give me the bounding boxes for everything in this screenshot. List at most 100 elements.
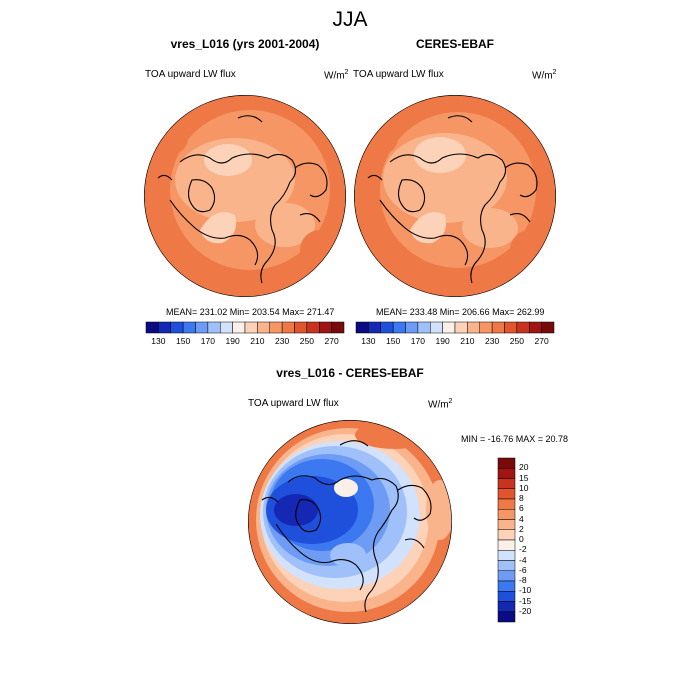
colorbar-model-tick-label: 130 xyxy=(151,336,166,346)
panel-title-diff: vres_L016 - CERES-EBAF xyxy=(276,366,424,380)
colorbar-model-swatch xyxy=(170,321,184,334)
colorbar-obs-tick-label: 170 xyxy=(410,336,425,346)
colorbar-diff-swatch xyxy=(497,560,516,571)
colorbar-model-swatch xyxy=(232,321,246,334)
colorbar-diff-swatch xyxy=(497,519,516,530)
colorbar-model-tick-label: 270 xyxy=(324,336,339,346)
colorbar-model-tick-label: 250 xyxy=(299,336,314,346)
colorbar-diff-swatch xyxy=(497,468,516,479)
colorbar-model-swatch xyxy=(281,321,295,334)
stats-model: MEAN= 231.02 Min= 203.54 Max= 271.47 xyxy=(166,307,335,317)
colorbar-diff-swatch xyxy=(497,570,516,582)
colorbar-obs-swatch xyxy=(454,321,468,334)
colorbar-obs-swatch xyxy=(529,321,542,334)
colorbar-model-swatch xyxy=(158,321,171,334)
panel-title-obs: CERES-EBAF xyxy=(415,37,494,51)
colorbar-obs-swatch xyxy=(430,321,443,334)
colorbar-obs-swatch xyxy=(491,321,505,334)
polar-map-model xyxy=(144,95,346,297)
colorbar-diff xyxy=(497,457,516,623)
colorbar-obs xyxy=(355,321,555,334)
colorbar-obs-tick-label: 230 xyxy=(485,336,500,346)
units-label-diff: W/m2 xyxy=(428,398,453,411)
stats-diff: MIN = -16.76 MAX = 20.78 xyxy=(461,434,569,444)
colorbar-obs-swatch xyxy=(417,321,431,334)
colorbar-model-swatch xyxy=(257,321,270,334)
colorbar-diff-tick-label: 2 xyxy=(519,523,524,534)
colorbar-diff-tick-label: -6 xyxy=(519,564,527,575)
colorbar-model-swatch xyxy=(319,321,332,334)
colorbar-diff-tick-label: 20 xyxy=(519,462,529,473)
colorbar-obs-swatch xyxy=(380,321,394,334)
colorbar-obs-swatch xyxy=(467,321,480,334)
colorbar-obs-swatch xyxy=(368,321,381,334)
colorbar-model-swatch xyxy=(306,321,320,334)
figure-title: JJA xyxy=(332,8,368,31)
colorbar-diff-tick-label: -4 xyxy=(519,554,527,565)
colorbar-diff-tick-label: 0 xyxy=(519,534,524,544)
colorbar-diff-tick-label: 8 xyxy=(519,493,524,503)
polar-map-diff xyxy=(248,420,452,624)
colorbar-diff-swatch xyxy=(497,478,516,489)
colorbar-diff-swatch xyxy=(497,591,516,602)
colorbar-model-tick-label: 210 xyxy=(250,336,265,346)
colorbar-diff-tick-label: 4 xyxy=(519,513,524,524)
colorbar-diff-tick-label: -15 xyxy=(519,595,532,606)
coastlines-model xyxy=(157,115,328,284)
colorbar-model-tick-label: 190 xyxy=(225,336,240,346)
stats-obs: MEAN= 233.48 Min= 206.66 Max= 262.99 xyxy=(376,307,545,317)
colorbar-diff-swatch xyxy=(497,611,516,623)
colorbar-obs-tick-label: 210 xyxy=(460,336,475,346)
colorbar-diff-swatch xyxy=(497,580,516,592)
colorbar-model-swatch xyxy=(331,321,345,334)
variable-label-model: TOA upward LW flux xyxy=(145,69,236,80)
colorbar-diff-tick-label: 15 xyxy=(519,472,529,483)
colorbar-diff-swatch xyxy=(497,498,516,510)
colorbar-obs-swatch xyxy=(392,321,406,334)
colorbar-diff-swatch xyxy=(497,488,516,500)
colorbar-model-swatch xyxy=(269,321,283,334)
colorbar-obs-swatch xyxy=(541,321,555,334)
colorbar-diff-swatch xyxy=(497,601,516,612)
colorbar-model xyxy=(145,321,345,334)
colorbar-diff-swatch xyxy=(497,529,516,541)
colorbar-model-swatch xyxy=(207,321,221,334)
colorbar-obs-tick-label: 150 xyxy=(386,336,401,346)
colorbar-diff-swatch xyxy=(497,550,516,561)
panel-title-model: vres_L016 (yrs 2001-2004) xyxy=(170,37,320,51)
colorbar-model-swatch xyxy=(220,321,233,334)
colorbar-obs-swatch xyxy=(516,321,530,334)
colorbar-model-swatch xyxy=(195,321,209,334)
colorbar-diff-tick-label: -8 xyxy=(519,575,527,585)
colorbar-obs-swatch xyxy=(504,321,518,334)
colorbar-obs-tick-label: 250 xyxy=(509,336,524,346)
polar-map-obs xyxy=(354,95,556,297)
variable-label-obs: TOA upward LW flux xyxy=(353,69,444,80)
colorbar-obs-swatch xyxy=(479,321,493,334)
colorbar-obs-swatch xyxy=(405,321,419,334)
colorbar-obs-tick-label: 190 xyxy=(435,336,450,346)
colorbar-diff-tick-label: 10 xyxy=(519,482,529,493)
colorbar-diff-tick-label: -10 xyxy=(519,585,532,596)
colorbar-model-swatch xyxy=(145,321,159,334)
coastlines-obs xyxy=(367,115,538,284)
colorbar-obs-tick-label: 130 xyxy=(361,336,376,346)
colorbar-diff-tick-label: 6 xyxy=(519,503,524,514)
colorbar-obs-swatch xyxy=(355,321,369,334)
colorbar-model-swatch xyxy=(294,321,308,334)
colorbar-diff-tick-label: -20 xyxy=(519,605,532,616)
units-label-model: W/m2 xyxy=(324,69,349,82)
colorbar-model-tick-label: 230 xyxy=(275,336,290,346)
colorbar-model-swatch xyxy=(244,321,258,334)
colorbar-model-tick-label: 170 xyxy=(200,336,215,346)
colorbar-model-swatch xyxy=(182,321,196,334)
colorbar-diff-tick-label: -2 xyxy=(519,544,527,555)
colorbar-obs-swatch xyxy=(442,321,456,334)
units-label-obs: W/m2 xyxy=(532,69,557,82)
colorbar-diff-swatch xyxy=(497,457,516,469)
coastlines-diff xyxy=(261,440,432,613)
colorbar-diff-swatch xyxy=(497,509,516,520)
variable-label-diff: TOA upward LW flux xyxy=(248,398,339,409)
colorbar-model-tick-label: 150 xyxy=(176,336,191,346)
colorbar-obs-tick-label: 270 xyxy=(534,336,549,346)
